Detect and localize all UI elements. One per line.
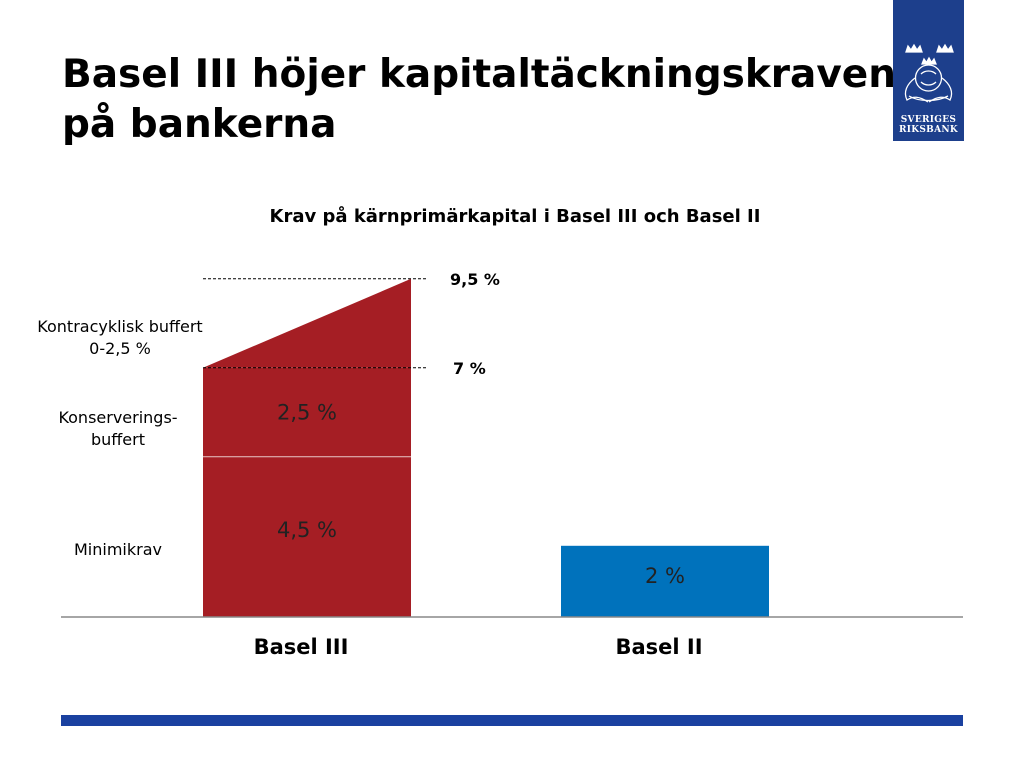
bar-segment-minimum-1 — [561, 545, 769, 617]
slide-title-line2: på bankerna — [62, 102, 337, 147]
bar-segment-countercyclical-wedge — [203, 278, 411, 368]
x-tick-label-0: Basel III — [254, 635, 349, 659]
countercyclical-buffer-label-line2: 0-2,5 % — [89, 339, 151, 358]
reference-line-label-1: 7 % — [453, 359, 486, 378]
slide-title: Basel III höjer kapitaltäckningskraven p… — [62, 50, 902, 150]
logo-text-line1: SVERIGES — [900, 115, 957, 125]
reference-line-label-0: 9,5 % — [450, 270, 500, 289]
bar-segment-conservation-0 — [203, 367, 411, 457]
logo-text-line2: RIKSBANK — [898, 125, 959, 135]
riksbank-crest-icon — [904, 43, 954, 103]
bottom-accent-bar — [61, 715, 963, 726]
data-label-conservation-0: 2,5 % — [277, 400, 337, 424]
chart-title: Krav på kärnprimärkapital i Basel III oc… — [269, 206, 761, 227]
conservation-buffer-label-line1: Konserverings- — [58, 408, 178, 427]
data-label-minimum-0: 4,5 % — [277, 518, 337, 542]
conservation-buffer-label-line2: buffert — [90, 430, 145, 449]
countercyclical-buffer-label-line1: Kontracyklisk buffert — [37, 317, 203, 336]
data-label-minimum-1: 2 % — [645, 564, 685, 588]
slide-title-line1: Basel III höjer kapitaltäckningskraven — [62, 52, 896, 97]
bar-segment-minimum-0 — [203, 456, 411, 617]
countercyclical-buffer-label: Kontracyklisk buffert 0-2,5 % — [20, 316, 220, 360]
x-tick-label-1: Basel II — [615, 635, 702, 659]
conservation-buffer-label: Konserverings- buffert — [20, 407, 216, 451]
riksbank-logo: SVERIGES RIKSBANK — [893, 0, 964, 141]
minimum-requirement-label: Minimikrav — [74, 540, 162, 559]
